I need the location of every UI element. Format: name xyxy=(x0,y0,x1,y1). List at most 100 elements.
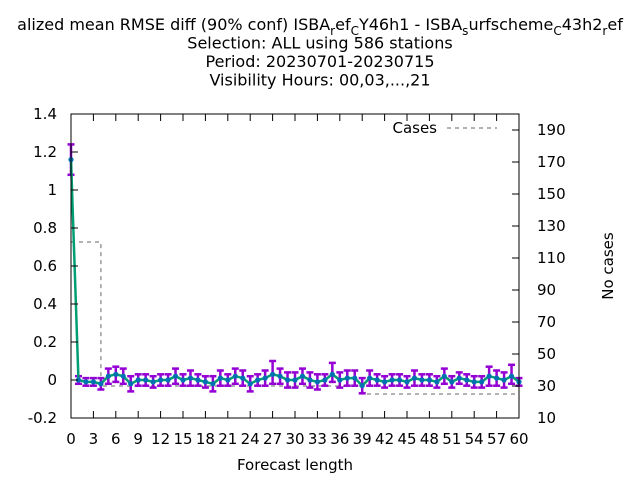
data-point xyxy=(426,377,432,383)
data-point xyxy=(314,379,320,385)
legend: Cases xyxy=(392,119,497,137)
data-point xyxy=(508,373,515,379)
data-point xyxy=(284,377,291,383)
data-point xyxy=(352,375,358,381)
title-line: Visibility Hours: 00,03,...,21 xyxy=(209,71,430,90)
y2-tick-label: 90 xyxy=(537,281,556,299)
title-segment: Y46h1 - ISBA xyxy=(358,15,462,34)
data-point xyxy=(449,379,455,385)
x-tick-label: 0 xyxy=(66,430,76,448)
title-segment: C xyxy=(553,24,561,38)
data-point xyxy=(322,377,328,383)
x-tick-label: 39 xyxy=(353,430,372,448)
data-point xyxy=(494,375,500,381)
x-tick-label: 21 xyxy=(218,430,237,448)
title-segment: ef xyxy=(607,15,623,34)
data-point xyxy=(172,373,179,379)
data-point xyxy=(307,377,313,383)
data-point xyxy=(374,377,380,383)
data-point xyxy=(471,379,477,385)
x-tick-label: 54 xyxy=(465,430,484,448)
x-tick-label: 60 xyxy=(509,430,528,448)
y-tick-label: 0.8 xyxy=(33,219,57,237)
title-segment: s xyxy=(462,24,468,38)
title-segment: 43h2 xyxy=(562,15,603,34)
data-point xyxy=(396,377,403,383)
data-point xyxy=(210,381,216,387)
y2-tick-label: 190 xyxy=(537,121,566,139)
chart-title: alized mean RMSE diff (90% conf) ISBAref… xyxy=(17,15,623,90)
data-point xyxy=(501,377,507,383)
data-point xyxy=(217,375,223,381)
y-tick-label: 0.4 xyxy=(33,295,57,313)
data-point xyxy=(404,379,410,385)
data-point xyxy=(255,377,261,383)
score-markers xyxy=(68,157,522,389)
data-point xyxy=(456,375,462,381)
title-segment: alized mean RMSE diff (90% conf) ISBA xyxy=(17,15,330,34)
data-point xyxy=(158,377,164,383)
y-tick-label: 1 xyxy=(47,181,57,199)
data-point xyxy=(202,379,208,385)
y2-tick-label: 30 xyxy=(537,377,556,395)
data-point xyxy=(344,375,350,381)
data-point xyxy=(232,373,238,379)
data-point xyxy=(464,377,470,383)
data-point xyxy=(113,371,119,377)
data-point xyxy=(195,377,201,383)
data-point xyxy=(270,371,276,377)
data-point xyxy=(419,377,425,383)
x-axis-label: Forecast length xyxy=(237,456,353,474)
x-tick-label: 42 xyxy=(375,430,394,448)
y-tick-label: 1.4 xyxy=(33,105,57,123)
x-tick-label: 3 xyxy=(89,430,99,448)
data-point xyxy=(299,373,306,379)
y-tick-label: 0.6 xyxy=(33,257,57,275)
data-point xyxy=(150,379,156,385)
data-point xyxy=(329,371,335,377)
data-point xyxy=(486,373,492,379)
data-point xyxy=(441,373,447,379)
data-point xyxy=(411,375,418,381)
y2-tick-label: 110 xyxy=(537,249,566,267)
data-point xyxy=(367,375,373,381)
data-point xyxy=(135,377,141,383)
title-segment: ef xyxy=(335,15,351,34)
data-point xyxy=(359,383,365,389)
y2-tick-label: 10 xyxy=(537,409,556,427)
y-tick-label: 0.2 xyxy=(33,333,57,351)
y-tick-label: -0.2 xyxy=(28,409,57,427)
y-tick-label: 0 xyxy=(47,371,57,389)
y-axis: -0.2 0 0.2 0.4 0.6 0.8 1 1.2 1.4 xyxy=(28,105,78,427)
data-point xyxy=(247,381,253,387)
data-point xyxy=(120,373,126,379)
y2-tick-label: 150 xyxy=(537,185,566,203)
y2-axis: 10 30 50 70 90 110 130 150 170 190 xyxy=(512,121,566,427)
y2-tick-label: 130 xyxy=(537,217,566,235)
x-tick-label: 27 xyxy=(263,430,282,448)
data-point xyxy=(434,379,440,385)
y2-tick-label: 70 xyxy=(537,313,556,331)
x-tick-label: 45 xyxy=(397,430,416,448)
score-line xyxy=(69,159,520,388)
data-point xyxy=(180,377,186,383)
x-tick-label: 48 xyxy=(420,430,439,448)
x-tick-label: 6 xyxy=(111,430,121,448)
data-point xyxy=(292,377,298,383)
x-tick-label: 18 xyxy=(196,430,215,448)
data-point xyxy=(83,379,89,385)
y2-axis-label: No cases xyxy=(599,232,617,300)
x-tick-label: 9 xyxy=(133,430,143,448)
data-point xyxy=(240,375,246,381)
title-line: alized mean RMSE diff (90% conf) ISBAref… xyxy=(17,15,623,38)
x-tick-label: 30 xyxy=(285,430,304,448)
y-tick-label: 1.2 xyxy=(33,143,57,161)
x-tick-label: 12 xyxy=(151,430,170,448)
score-series xyxy=(69,159,520,388)
score-errorbars xyxy=(67,143,523,395)
data-point xyxy=(187,375,194,381)
data-point xyxy=(337,377,343,383)
data-point xyxy=(382,379,388,385)
x-tick-label: 24 xyxy=(241,430,260,448)
x-tick-label: 36 xyxy=(330,430,349,448)
